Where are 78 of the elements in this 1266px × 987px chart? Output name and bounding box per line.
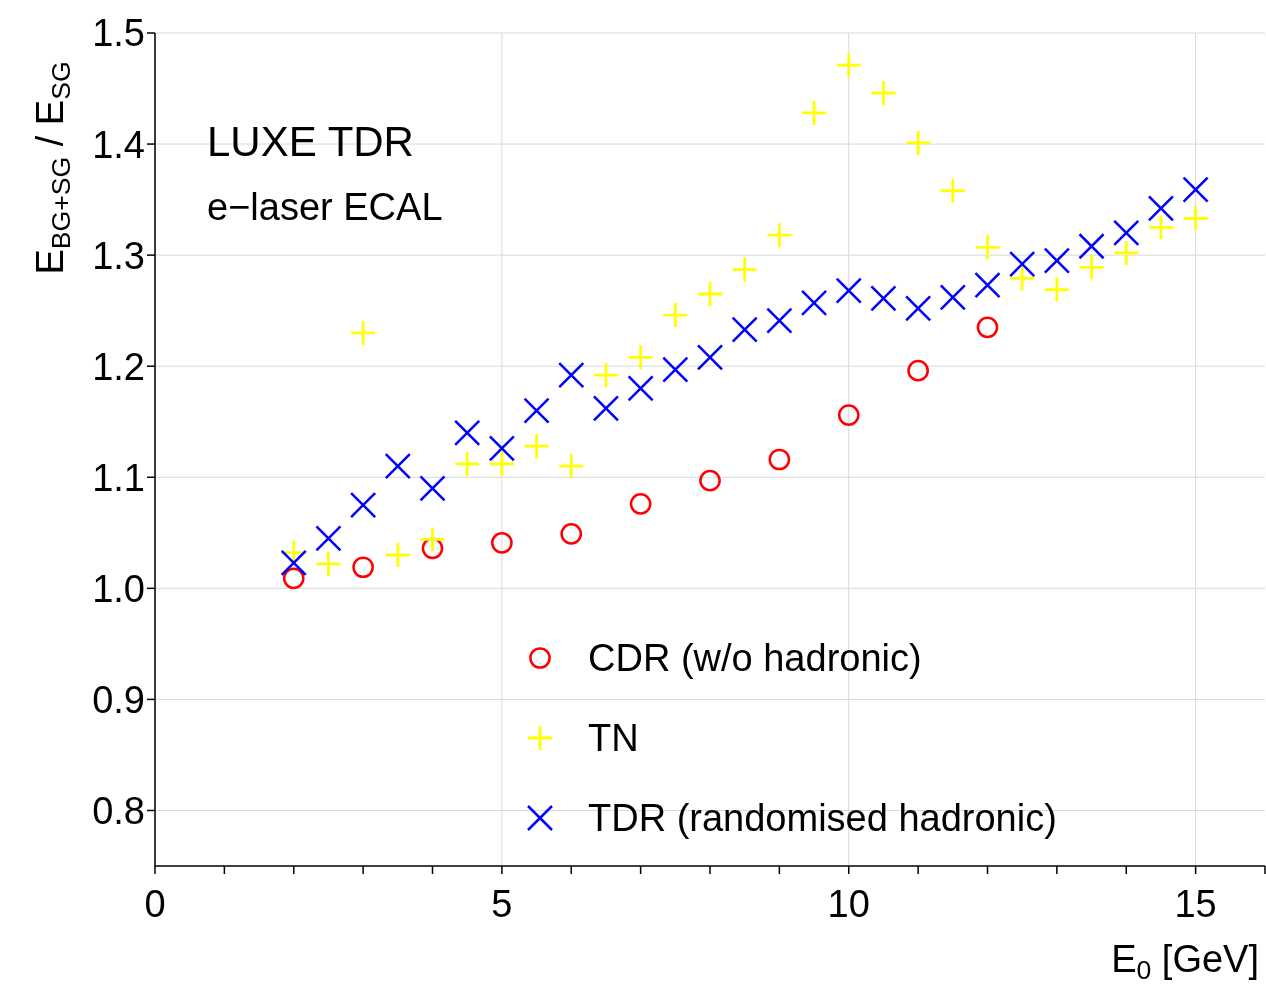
annotation: LUXE TDR <box>207 118 414 165</box>
x-axis-title: E$_{0}$ [GeV] <box>1111 938 1259 985</box>
point <box>1114 240 1139 265</box>
y-tick-label: 1.4 <box>92 123 145 166</box>
point <box>870 285 897 312</box>
point <box>907 359 929 382</box>
point <box>385 543 410 568</box>
point <box>976 316 999 339</box>
point <box>1044 277 1069 302</box>
point <box>699 469 721 492</box>
point <box>352 556 374 579</box>
point <box>351 320 376 345</box>
point <box>524 434 549 459</box>
point <box>419 475 446 502</box>
point <box>837 404 860 426</box>
legend-label: TN <box>588 716 639 760</box>
point <box>1079 255 1104 280</box>
point <box>768 448 791 471</box>
point <box>491 531 513 554</box>
point <box>1078 233 1105 260</box>
point <box>592 395 620 422</box>
point <box>906 130 931 155</box>
point <box>420 527 445 552</box>
point <box>696 344 724 371</box>
point <box>1182 176 1209 203</box>
y-tick-label: 1.5 <box>92 12 145 55</box>
point <box>1010 266 1035 291</box>
point <box>627 375 654 402</box>
point <box>453 419 481 447</box>
point <box>904 295 932 322</box>
y-tick-label: 1.2 <box>92 345 145 388</box>
y-tick-label: 0.9 <box>92 678 145 721</box>
point <box>871 80 896 105</box>
point <box>836 53 861 78</box>
point <box>767 223 792 248</box>
point <box>315 525 342 552</box>
point <box>939 284 967 311</box>
annotation: e−laser ECAL <box>207 186 443 228</box>
y-tick-label: 0.8 <box>92 789 145 832</box>
point <box>349 491 377 519</box>
x-tick-label: 0 <box>144 882 166 925</box>
point <box>558 361 585 389</box>
point <box>560 523 583 545</box>
point <box>940 178 965 203</box>
legend-label: TDR (randomised hadronic) <box>588 796 1057 840</box>
point <box>766 307 793 334</box>
point <box>800 289 828 317</box>
x-tick-label: 10 <box>827 882 870 925</box>
legend-label: CDR (w/o hadronic) <box>588 636 922 680</box>
point <box>1148 215 1173 240</box>
y-tick-label: 1.3 <box>92 234 145 277</box>
point <box>1008 250 1036 278</box>
point <box>455 451 480 476</box>
x-tick-label: 5 <box>491 882 513 925</box>
y-tick-label: 1.0 <box>92 567 145 610</box>
point <box>974 271 1001 299</box>
point <box>629 493 652 515</box>
point <box>1183 206 1208 231</box>
point <box>488 435 516 462</box>
y-tick-label: 1.1 <box>92 456 145 499</box>
point <box>280 549 307 577</box>
point <box>1113 219 1140 247</box>
point <box>663 303 688 328</box>
point <box>559 454 584 479</box>
point <box>835 277 862 304</box>
point <box>662 356 689 383</box>
point <box>282 567 305 590</box>
point <box>1043 247 1071 274</box>
x-tick-label: 15 <box>1174 882 1217 925</box>
point <box>731 316 758 343</box>
point <box>975 235 1000 260</box>
point <box>732 257 757 282</box>
point <box>1147 195 1175 222</box>
point <box>523 397 550 424</box>
point <box>316 551 341 576</box>
point <box>384 452 412 480</box>
point <box>489 451 514 476</box>
point <box>628 345 653 370</box>
